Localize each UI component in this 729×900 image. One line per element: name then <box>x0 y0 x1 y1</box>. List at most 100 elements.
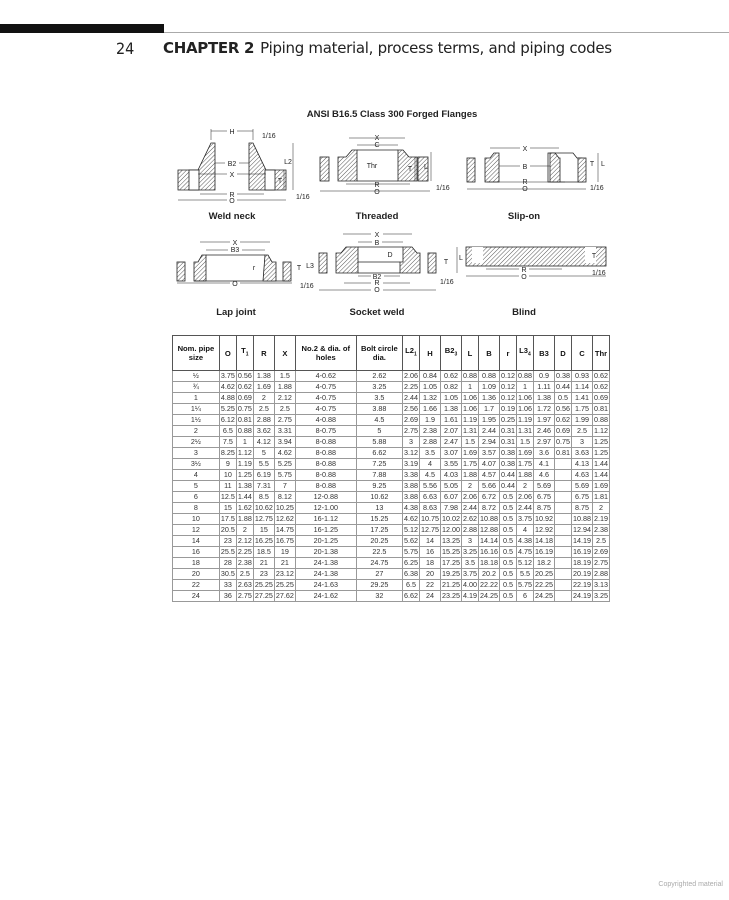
table-cell <box>553 513 572 525</box>
table-cell: 20.5 <box>218 524 237 536</box>
table-cell: 0.12 <box>498 381 517 393</box>
table-cell: 0.82 <box>439 381 462 393</box>
table-cell: 1.88 <box>460 469 479 481</box>
column-header-subscript: 1 <box>245 351 249 358</box>
header-black-bar <box>0 24 164 33</box>
copyright-notice: Copyrighted material <box>658 881 723 888</box>
table-cell: 8.72 <box>477 502 500 514</box>
table-cell: 4 <box>515 524 534 536</box>
table-cell: 25.25 <box>273 579 296 591</box>
table-cell: 4-0.75 <box>294 392 357 404</box>
table-cell: 6.25 <box>401 557 420 569</box>
table-cell: 1.12 <box>591 425 611 437</box>
table-cell: 10.25 <box>273 502 296 514</box>
label-T: T <box>444 259 449 266</box>
table-cell: 16.25 <box>252 535 275 547</box>
table-cell: 15 <box>252 524 275 536</box>
table-cell: 2.25 <box>401 381 420 393</box>
column-header-subscript: 4 <box>528 351 531 358</box>
table-cell: 1.19 <box>460 414 479 426</box>
table-cell: 4.13 <box>570 458 593 470</box>
table-row: 22 33 2.63 25.25 25.25 24-1.63 29.25 6.5 22 21.25… <box>172 579 611 591</box>
table-cell: 0.62 <box>591 381 611 393</box>
column-header-text: C <box>579 348 585 358</box>
label-X: X <box>375 135 380 142</box>
table-cell: 0.5 <box>498 568 517 580</box>
blind-drawing <box>465 246 607 277</box>
table-cell: 12.62 <box>273 513 296 525</box>
table-cell: 20.2 <box>477 568 500 580</box>
table-cell: 0.44 <box>498 480 517 492</box>
table-cell: 2.94 <box>477 436 500 448</box>
table-cell: 29.25 <box>355 579 403 591</box>
table-cell: 22.25 <box>532 579 555 591</box>
table-cell: 8.25 <box>218 447 237 459</box>
table-cell: 1.19 <box>235 458 254 470</box>
table-cell: 3 <box>570 436 593 448</box>
table-cell: 2½ <box>172 436 220 448</box>
table-cell: 1.9 <box>418 414 441 426</box>
table-row: 6 12.5 1.44 8.5 8.12 12-0.88 10.62 3.88 6.63 6.07… <box>172 491 611 503</box>
table-row: 3 8.25 1.12 5 4.62 8-0.88 6.62 3.12 3.5 3.07 1.69 3… <box>172 447 611 459</box>
table-cell: 1.75 <box>460 458 479 470</box>
table-cell: 14.18 <box>532 535 555 547</box>
table-cell: 12.94 <box>570 524 593 536</box>
table-cell: 2.5 <box>591 535 611 547</box>
column-header-text: H <box>427 348 433 358</box>
column-header: D <box>553 335 572 371</box>
column-header-text: Nom. pipe size <box>177 344 215 362</box>
socket-weld-drawing <box>318 233 458 291</box>
table-cell: 2.38 <box>591 524 611 536</box>
table-cell: 1.69 <box>252 381 275 393</box>
table-cell: 3.75 <box>515 513 534 525</box>
table-cell: 0.5 <box>498 491 517 503</box>
table-cell: 22.22 <box>477 579 500 591</box>
table-cell: 1.09 <box>477 381 500 393</box>
table-cell: 24-1.38 <box>294 557 357 569</box>
table-cell: 16.19 <box>532 546 555 558</box>
label-O: O <box>374 189 380 196</box>
table-cell: 3.88 <box>401 491 420 503</box>
table-cell: 0.81 <box>553 447 572 459</box>
column-header-text: No.2 & dia. of holes <box>301 344 351 362</box>
table-row: 16 25.5 2.25 18.5 19 20-1.38 22.5 5.75 16 15.25 3.… <box>172 546 611 558</box>
table-cell: 24.25 <box>477 590 500 602</box>
table-cell: 0.9 <box>532 370 555 382</box>
table-cell: 20.25 <box>355 535 403 547</box>
table-cell: 6.5 <box>218 425 237 437</box>
table-cell: 4-0.62 <box>294 370 357 382</box>
table-cell: 20 <box>418 568 441 580</box>
table-cell: 27.62 <box>273 590 296 602</box>
table-cell: 4.6 <box>532 469 555 481</box>
table-row: 2 6.5 0.88 3.62 3.31 8-0.75 5 2.75 2.38 2.07 1.31 2… <box>172 425 611 437</box>
table-cell: 2.5 <box>570 425 593 437</box>
label-1-16: 1/16 <box>300 283 314 290</box>
column-header-text: L2 <box>405 346 415 356</box>
running-header: CHAPTER 2 Piping material, process terms,… <box>163 39 612 57</box>
table-cell: 1.44 <box>591 458 611 470</box>
table-cell: 2 <box>515 480 534 492</box>
table-cell: 6.75 <box>570 491 593 503</box>
table-cell: 2 <box>252 392 275 404</box>
table-cell: 2.44 <box>515 502 534 514</box>
table-cell: 12 <box>172 524 220 536</box>
table-cell: 1.44 <box>235 491 254 503</box>
table-cell: 0.38 <box>553 370 572 382</box>
table-cell: 0.12 <box>498 392 517 404</box>
table-cell: 21 <box>273 557 296 569</box>
table-cell: 23 <box>218 535 237 547</box>
table-cell: 12.75 <box>418 524 441 536</box>
table-cell: 24 <box>172 590 220 602</box>
table-cell: 5.25 <box>273 458 296 470</box>
table-cell: 20.19 <box>570 568 593 580</box>
table-cell: 1.14 <box>570 381 593 393</box>
table-cell: 1.95 <box>477 414 500 426</box>
caption-threaded: Threaded <box>356 211 399 222</box>
table-cell: 3.5 <box>355 392 403 404</box>
table-cell: 4.03 <box>439 469 462 481</box>
table-cell: 7.5 <box>218 436 237 448</box>
table-cell: 7 <box>273 480 296 492</box>
table-cell: 23 <box>252 568 275 580</box>
table-cell: 1.31 <box>515 425 534 437</box>
column-header: B <box>477 335 500 371</box>
